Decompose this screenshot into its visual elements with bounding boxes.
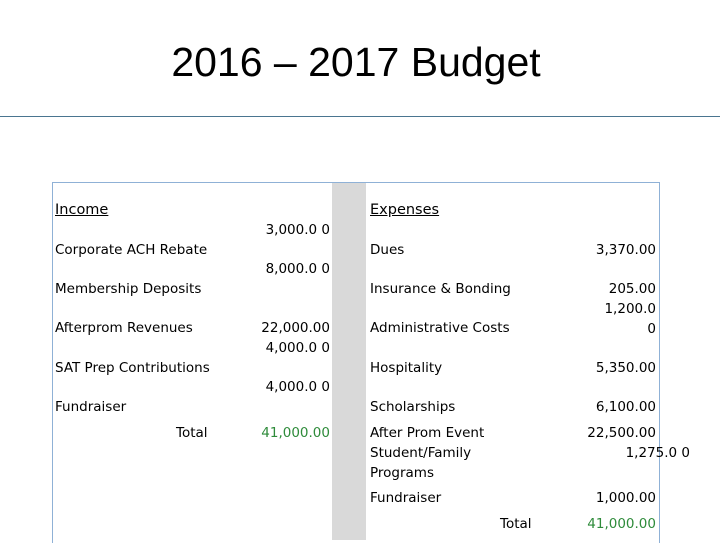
expense-label-scholarships: Scholarships [370,399,456,415]
income-amount-sat-prep-contributions: 4,000.0 0 [265,340,330,356]
income-amount-afterprom-revenues: 22,000.00 [261,320,330,336]
expense-label-administrative-costs: Administrative Costs [370,320,510,336]
income-amount-fundraiser: 4,000.0 0 [265,379,330,395]
expense-amount-scholarships: 6,100.00 [595,399,656,415]
income-label-corporate-ach-rebate: Corporate ACH Rebate [55,242,208,258]
expense-amount-administrative-costs: 1,200.0 0 [604,301,656,337]
income-amount-membership-deposits: 8,000.0 0 [265,261,330,277]
expense-amount-dues: 3,370.00 [595,242,656,258]
income-label-membership-deposits: Membership Deposits [55,281,202,297]
title-divider [0,116,720,117]
expense-amount-hospitality: 5,350.00 [595,360,656,376]
expense-label-insurance-bonding: Insurance & Bonding [370,281,511,297]
expense-amount-fundraiser: 1,000.00 [595,490,656,506]
expense-amount-student-family-programs: 1,275.0 0 [625,445,690,461]
expense-label-hospitality: Hospitality [370,360,443,376]
income-total-label: Total [176,425,208,441]
shaded-spacer-column [332,183,366,540]
expense-label-dues: Dues [370,242,405,258]
income-label-fundraiser: Fundraiser [55,399,127,415]
expense-label-after-prom-event: After Prom Event [370,425,485,441]
page-title: 2016 – 2017 Budget [171,39,541,85]
budget-table [52,182,660,543]
income-amount-corporate-ach-rebate: 3,000.0 0 [265,222,330,238]
income-label-afterprom-revenues: Afterprom Revenues [55,320,193,336]
expense-label-fundraiser: Fundraiser [370,490,442,506]
expense-total-amount: 41,000.00 [587,516,656,532]
expenses-heading: Expenses [370,202,440,218]
income-label-sat-prep-contributions: SAT Prep Contributions [55,360,210,376]
expense-amount-after-prom-event: 22,500.00 [587,425,656,441]
income-total-amount: 41,000.00 [261,425,330,441]
expense-amount-insurance-bonding: 205.00 [608,281,656,297]
income-heading: Income [55,202,109,218]
expense-total-label: Total [500,516,532,532]
expense-label-student-family-programs: Student/Family Programs [370,445,472,481]
